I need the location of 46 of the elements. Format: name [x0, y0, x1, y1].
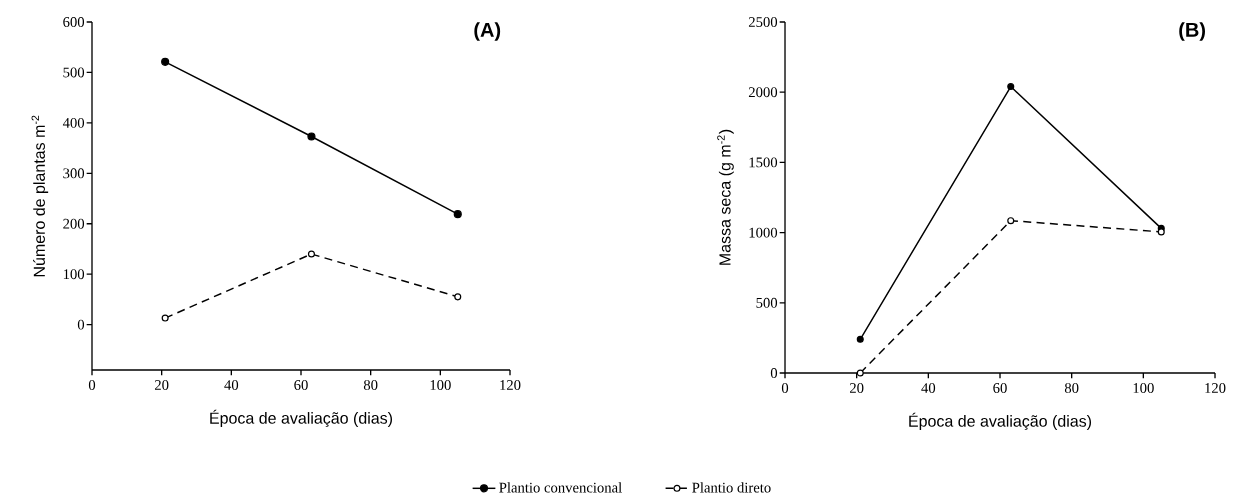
- x-tick-label: 0: [781, 383, 789, 393]
- y-tick-label: 1000: [749, 227, 778, 238]
- point: [856, 369, 864, 377]
- x-tick-label: 40: [224, 380, 239, 390]
- point: [1007, 83, 1015, 91]
- point: [454, 293, 462, 301]
- x-tick-label: 80: [1064, 383, 1079, 393]
- chart-title: (A): [474, 22, 501, 41]
- y-tick-label: 100: [63, 269, 85, 280]
- x-tick-label: 20: [154, 380, 169, 390]
- x-tick-label: 40: [921, 383, 936, 393]
- y-tick-label: 1500: [749, 157, 778, 168]
- x-tick-label: 80: [363, 380, 378, 390]
- x-tick-label: 60: [294, 380, 308, 390]
- x-axis-title: Época de avaliação (dias): [909, 412, 1092, 431]
- y-tick-label: 400: [62, 117, 85, 128]
- legend-label: Plantio convencional: [499, 482, 622, 493]
- y-tick-label: 600: [63, 17, 85, 27]
- y-axis-title: Número de plantas m$^{-2}$: [31, 115, 49, 277]
- y-tick-label: 0: [77, 319, 85, 330]
- legend-label: Plantio direto: [692, 482, 771, 493]
- chart-title: (B): [1179, 22, 1206, 41]
- y-tick-label: 2500: [748, 17, 778, 27]
- point: [161, 57, 170, 66]
- y-tick-label: 0: [770, 368, 778, 378]
- x-tick-label: 0: [88, 380, 96, 390]
- x-tick-label: 60: [993, 383, 1007, 393]
- y-tick-label: 500: [63, 67, 85, 78]
- y-tick-label: 200: [63, 218, 85, 229]
- x-tick-label: 100: [1133, 383, 1154, 393]
- y-axis-title: Massa seca (g m$^{-2}$): [717, 129, 734, 265]
- x-tick-label: 120: [500, 380, 521, 390]
- x-axis-title: Época de avaliação (dias): [210, 409, 393, 428]
- point: [856, 335, 864, 343]
- x-tick-label: 20: [849, 383, 864, 393]
- point: [161, 314, 169, 322]
- point: [307, 132, 316, 141]
- y-tick-label: 500: [756, 297, 778, 308]
- y-tick-label: 300: [63, 168, 85, 179]
- point: [1007, 217, 1015, 225]
- point: [1157, 228, 1165, 236]
- x-tick-label: 120: [1205, 383, 1226, 393]
- x-tick-label: 100: [430, 380, 451, 390]
- point: [453, 210, 462, 219]
- y-tick-label: 2000: [748, 87, 778, 98]
- point: [307, 250, 315, 258]
